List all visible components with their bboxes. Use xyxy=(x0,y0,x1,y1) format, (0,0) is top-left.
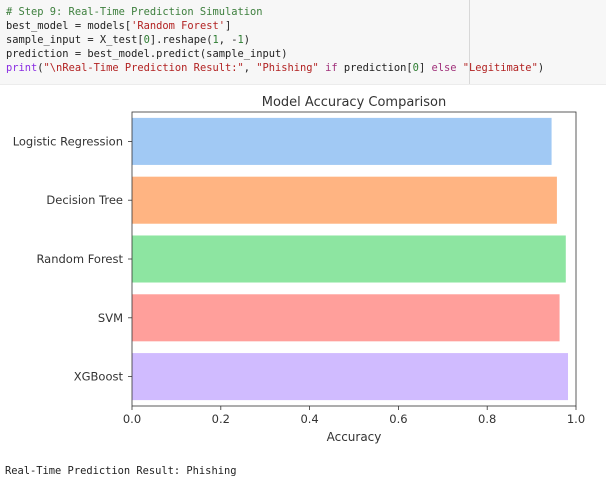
x-tick-label: 0.8 xyxy=(478,412,496,426)
y-tick-label: XGBoost xyxy=(74,370,124,384)
code-text: , - xyxy=(218,34,238,46)
bar-random-forest xyxy=(132,235,566,283)
bar-xgboost xyxy=(132,353,569,401)
plot-frame xyxy=(131,111,577,407)
x-axis-label: Accuracy xyxy=(327,430,382,444)
y-tick-label: Random Forest xyxy=(36,252,123,266)
bar-decision-tree xyxy=(132,176,557,224)
code-keyword: else xyxy=(425,62,463,74)
code-text: ] xyxy=(418,62,426,74)
code-string: "Legitimate" xyxy=(462,62,538,74)
x-tick-label: 0.4 xyxy=(300,412,318,426)
code-text: ] xyxy=(224,20,232,32)
y-tick-label: SVM xyxy=(98,311,123,325)
code-text: prediction = best_model.predict(sample_i… xyxy=(6,48,288,60)
code-text: ) xyxy=(243,34,251,46)
code-editor[interactable]: # Step 9: Real-Time Prediction Simulatio… xyxy=(6,5,544,75)
code-comment: # Step 9: Real-Time Prediction Simulatio… xyxy=(6,6,263,18)
code-text: ) xyxy=(537,62,545,74)
accuracy-bar-chart: Model Accuracy Comparison Logistic Regre… xyxy=(13,95,585,444)
code-number: 0 xyxy=(143,34,150,46)
code-string: "Phishing" xyxy=(256,62,319,74)
code-builtin: print xyxy=(6,62,38,74)
editor-ruler xyxy=(469,0,470,84)
code-text: sample_input = X_test[ xyxy=(6,34,144,46)
x-tick-label: 1.0 xyxy=(567,412,585,426)
code-number: 0 xyxy=(412,62,419,74)
code-string: 'Random Forest' xyxy=(131,20,225,32)
code-text: , xyxy=(243,62,257,74)
y-tick-label: Logistic Regression xyxy=(13,134,123,148)
y-tick-label: Decision Tree xyxy=(46,193,123,207)
code-text: ].reshape( xyxy=(149,34,213,46)
code-text: ( xyxy=(37,62,44,74)
code-text: prediction[ xyxy=(343,62,413,74)
x-tick-label: 0.6 xyxy=(389,412,407,426)
code-number: 1 xyxy=(212,34,219,46)
code-number: 1 xyxy=(237,34,244,46)
x-tick-label: 0.0 xyxy=(123,412,141,426)
cell-output: Real-Time Prediction Result: Phishing xyxy=(5,465,237,477)
bar-svm xyxy=(132,294,560,342)
code-keyword: if xyxy=(318,62,344,74)
chart-title: Model Accuracy Comparison xyxy=(262,95,446,110)
code-cell[interactable]: # Step 9: Real-Time Prediction Simulatio… xyxy=(0,0,606,85)
bar-logistic-regression xyxy=(132,117,552,165)
x-tick-label: 0.2 xyxy=(212,412,230,426)
code-text: best_model = models[ xyxy=(6,20,132,32)
code-string: "\nReal-Time Prediction Result:" xyxy=(43,62,244,74)
